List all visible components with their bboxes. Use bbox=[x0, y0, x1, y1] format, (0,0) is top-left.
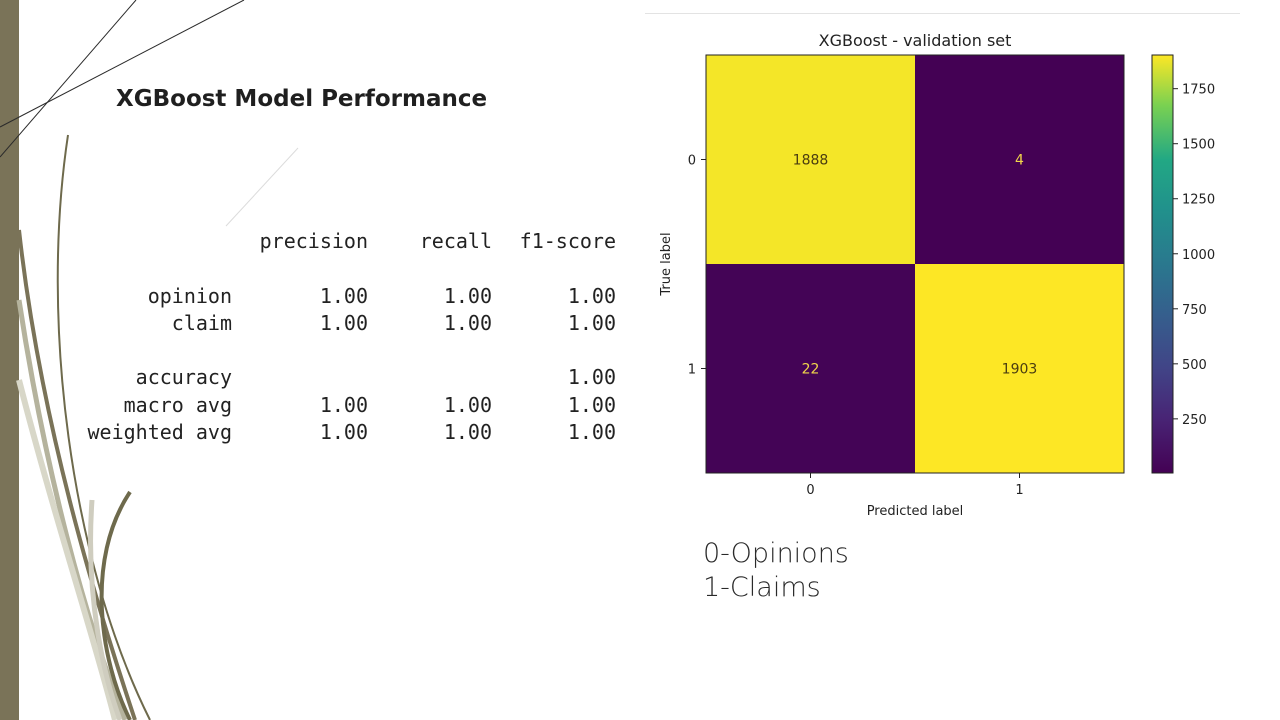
report-cell: 1.00 bbox=[567, 283, 616, 308]
class-legend-item-1: 1-Claims bbox=[703, 572, 821, 603]
y-axis-label: True label bbox=[659, 232, 674, 296]
report-cell bbox=[232, 364, 368, 391]
report-spacer bbox=[70, 337, 616, 364]
classification-report: precision recall f1-score opinion 1.00 1.00 1.… bbox=[70, 228, 617, 446]
confusion-matrix-chart: XGBoost - validation set 1888 4 22 1903 0 1 0 1 P… bbox=[659, 31, 1215, 519]
report-row: macro avg 1.00 1.00 1.00 bbox=[70, 392, 616, 419]
report-cell: 1.00 bbox=[443, 420, 492, 445]
report-cell: recall bbox=[419, 229, 492, 253]
colorbar bbox=[1151, 54, 1174, 474]
report-row-label: weighted avg bbox=[87, 420, 233, 445]
report-cell: 1.00 bbox=[443, 392, 492, 417]
report-cell: 1.00 bbox=[567, 392, 616, 417]
class-legend-item-0: 0-Opinions bbox=[703, 538, 849, 569]
colorbar-tick-label: 1750 bbox=[1182, 83, 1215, 98]
colorbar-tick-label: 1500 bbox=[1182, 138, 1215, 153]
slide-title: XGBoost Model Performance bbox=[116, 86, 488, 112]
x-tick-label: 0 bbox=[806, 483, 814, 498]
colorbar-tick-label: 1250 bbox=[1182, 193, 1215, 208]
report-cell: 1.00 bbox=[443, 310, 492, 335]
colorbar-tick-label: 1000 bbox=[1182, 248, 1215, 263]
report-header-row: precision recall f1-score bbox=[70, 228, 616, 255]
report-cell: precision bbox=[259, 229, 368, 253]
report-cell: 1.00 bbox=[443, 283, 492, 308]
matrix-value-1-0: 22 bbox=[802, 362, 820, 378]
matrix-value-1-1: 1903 bbox=[1002, 362, 1038, 378]
report-cell: 1.00 bbox=[319, 420, 368, 445]
report-row: weighted avg 1.00 1.00 1.00 bbox=[70, 419, 617, 446]
matrix-frame bbox=[705, 54, 1125, 474]
report-cell: 1.00 bbox=[319, 392, 368, 417]
matrix-cell-0-0 bbox=[706, 55, 915, 264]
matrix-value-0-1: 4 bbox=[1015, 153, 1024, 169]
report-cell: 1.00 bbox=[319, 310, 368, 335]
class-legend: 0-Opinions 1-Claims bbox=[703, 537, 849, 605]
report-cell: 1.00 bbox=[567, 310, 616, 335]
matrix-cell-0-1 bbox=[915, 55, 1124, 264]
left-accent-bar bbox=[0, 0, 19, 720]
report-cell bbox=[368, 364, 492, 391]
x-tick-label: 1 bbox=[1015, 483, 1023, 498]
y-tick-label: 0 bbox=[688, 154, 696, 169]
report-spacer bbox=[70, 255, 616, 282]
matrix-cell-1-0 bbox=[706, 264, 915, 473]
matrix-value-0-0: 1888 bbox=[793, 153, 829, 169]
colorbar-tick-label: 250 bbox=[1182, 413, 1207, 428]
chart-title: XGBoost - validation set bbox=[819, 31, 1012, 50]
report-row-label bbox=[70, 228, 232, 255]
report-row-label: claim bbox=[171, 310, 232, 335]
report-cell: 1.00 bbox=[319, 283, 368, 308]
x-axis-label: Predicted label bbox=[867, 504, 964, 519]
report-row: accuracy 1.00 bbox=[70, 364, 616, 391]
decorative-curves bbox=[0, 0, 299, 720]
divider bbox=[645, 13, 1240, 14]
report-row-label: macro avg bbox=[123, 392, 232, 417]
colorbar-tick-label: 750 bbox=[1182, 303, 1207, 318]
y-tick-label: 1 bbox=[688, 363, 696, 378]
report-row: opinion 1.00 1.00 1.00 bbox=[70, 283, 616, 310]
report-row-label: accuracy bbox=[135, 365, 232, 390]
colorbar-tick-label: 500 bbox=[1182, 358, 1207, 373]
report-row-label: opinion bbox=[147, 283, 232, 308]
report-cell: f1-score bbox=[519, 229, 616, 253]
report-cell: 1.00 bbox=[567, 365, 616, 390]
report-row: claim 1.00 1.00 1.00 bbox=[70, 310, 616, 337]
matrix-cell-1-1 bbox=[915, 264, 1124, 473]
report-cell: 1.00 bbox=[567, 420, 616, 445]
